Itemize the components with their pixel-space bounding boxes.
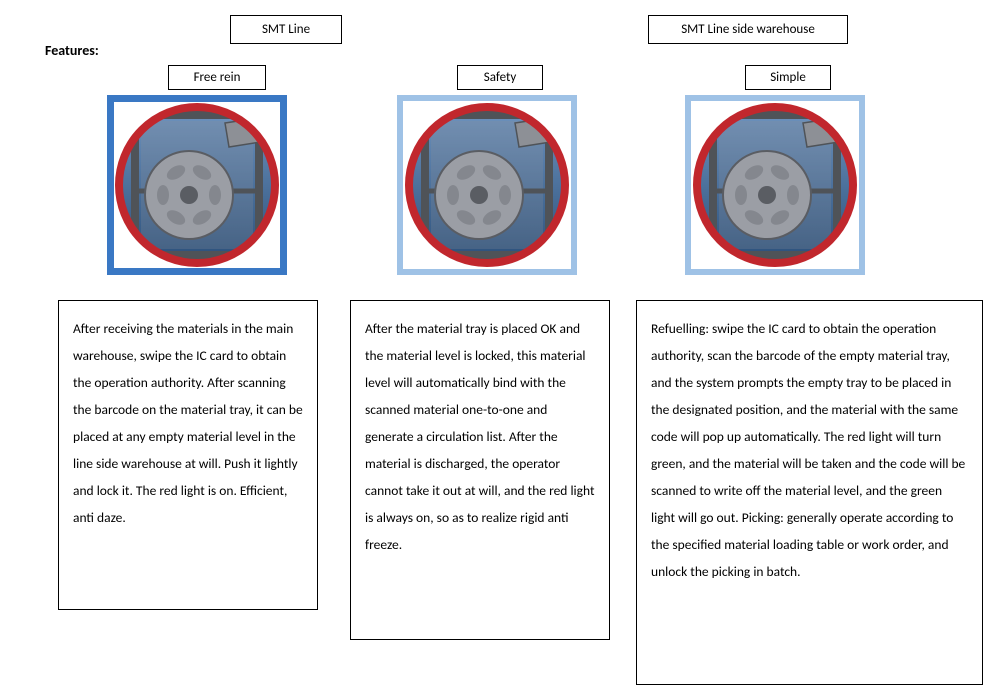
- feature-image-1: [397, 95, 577, 275]
- features-heading: Features:: [45, 42, 99, 59]
- page: Features: SMT Line SMT Line side warehou…: [0, 0, 1005, 685]
- header-smt-line: SMT Line: [230, 15, 342, 44]
- feature-description-1: After the material tray is placed OK and…: [350, 300, 610, 640]
- feature-description-0: After receiving the materials in the mai…: [58, 300, 318, 610]
- feature-title-0: Free rein: [168, 65, 266, 90]
- feature-image-2: [685, 95, 865, 275]
- feature-image-0: [107, 95, 287, 275]
- feature-description-2: Refuelling: swipe the IC card to obtain …: [636, 300, 983, 685]
- header-smt-side-warehouse: SMT Line side warehouse: [648, 15, 848, 44]
- feature-title-1: Safety: [457, 65, 543, 90]
- feature-title-2: Simple: [745, 65, 831, 90]
